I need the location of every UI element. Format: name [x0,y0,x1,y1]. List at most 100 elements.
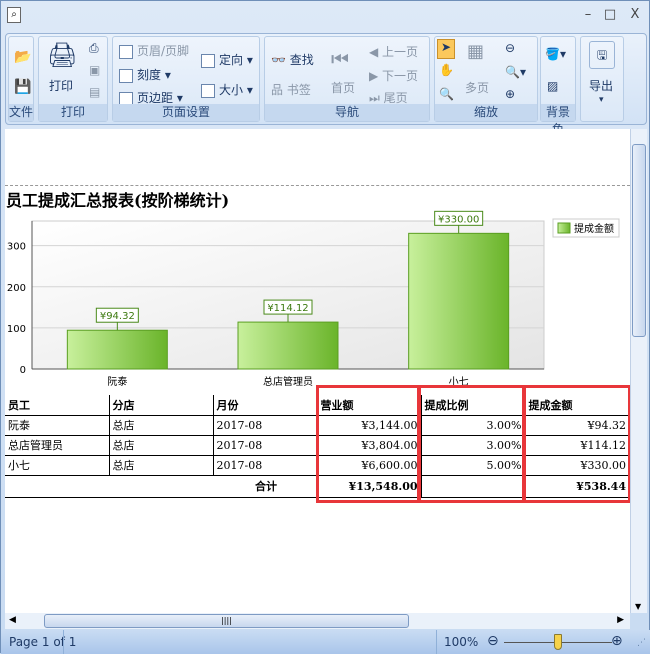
cell: 2017-08 [213,435,318,456]
maximize-button[interactable]: □ [603,7,617,22]
save-icon[interactable]: 💾 [14,79,32,95]
report-title: 员工提成汇总报表(按阶梯统计) [6,191,230,210]
group-navigation: 👓 查找 品 书签 ⏮ 首页 ◀ 上一页 ▶ 下一页 ⏭ 尾页 导航 [264,36,430,122]
zoom-out-icon[interactable]: ⊖ [505,41,516,55]
cell: 2017-08 [213,415,318,436]
zoom-out-button[interactable]: ⊖ [487,633,499,649]
first-page-button: 首页 [331,81,356,95]
cell: ¥3,144.00 [317,415,422,436]
report-table: 员工 分店 月份 营业额 提成比例 提成金额 阮泰 总店 2017-08 ¥3,144… [5,395,629,498]
data-label-box [95,307,139,323]
cell: ¥3,804.00 [317,435,422,456]
page-break-line [5,185,630,186]
bookmark-button: 品 书签 [271,83,311,97]
legend-label: 提成金额 [574,222,614,235]
y-tick-label: 300 [7,242,26,253]
cell: ¥114.12 [525,435,629,456]
scroll-right-arrow[interactable]: ▶ [617,615,624,625]
print-icon[interactable]: 🖨 [47,41,78,69]
scale-button[interactable]: 刻度 ▾ [119,66,171,83]
hand-tool-icon[interactable]: ✋ [439,63,454,77]
close-button[interactable]: X [630,7,640,22]
scroll-left-arrow[interactable]: ◀ [9,615,16,625]
zoom-slider-thumb[interactable] [554,634,562,650]
cell: ¥6,600.00 [317,455,422,476]
header-commission: 提成金额 [525,395,629,416]
page-indicator: Page 1 of 1 [9,635,77,649]
report-preview: 员工提成汇总报表(按阶梯统计) 0 100 200 300 ¥94.32 阮泰 ¥114.1… [5,129,630,613]
pointer-tool-icon[interactable]: ➤ [437,39,455,59]
group-label: 导航 [265,104,429,121]
cell: 小七 [5,455,110,476]
header-employee: 员工 [5,395,110,416]
total-commission: ¥538.44 [525,475,629,498]
horizontal-scroll-thumb[interactable]: |||| [44,614,409,628]
x-tick-label: 总店管理员 [263,375,313,388]
bar [66,329,168,370]
group-background: 🪣▾ ▨ 背景色 [540,36,576,136]
minimize-button[interactable]: – [584,7,592,22]
group-page-setup: 页眉/页脚 刻度 ▾ 页边距 ▾ 定向 ▾ 大小 ▾ 页面设置 [112,36,260,122]
title-bar: ⌕ – □ X [1,1,650,31]
print-button[interactable]: 打印 [49,79,74,93]
data-label: ¥330.00 [438,214,479,225]
legend-swatch [557,222,571,234]
last-page-button: ⏭ 尾页 [369,91,408,105]
watermark-icon[interactable]: ▨ [547,79,559,93]
size-button[interactable]: 大小 ▾ [201,81,253,98]
vertical-scrollbar[interactable]: ▼ [630,129,647,613]
highlight-box-revenue [316,385,420,503]
x-tick-label: 阮泰 [107,375,127,388]
cell: 总店 [109,415,214,436]
cell: 总店 [109,435,214,456]
zoom-in-button[interactable]: ⊕ [611,633,623,649]
app-icon: ⌕ [7,7,21,23]
export-icon[interactable]: 🖫 [589,41,615,69]
header-footer-icon [119,44,133,59]
size-icon [201,83,215,98]
group-label: 页面设置 [113,104,259,121]
header-branch: 分店 [109,395,214,416]
export-button[interactable]: 导出 [589,79,614,93]
status-spacer [63,630,437,654]
bar-chart: 0100200300¥94.32阮泰¥114.12总店管理员¥330.00小七提… [7,210,620,388]
orientation-button[interactable]: 定向 ▾ [201,51,253,68]
chevron-down-icon[interactable]: ▾ [599,95,604,105]
open-icon[interactable]: 📂 [14,49,32,65]
quick-print-icon[interactable]: ⎙ [89,41,99,55]
cell: ¥330.00 [525,455,629,476]
magnifier-tool-icon[interactable]: 🔍 [439,87,454,101]
resize-grip-icon[interactable]: ⋰ [637,638,646,648]
scroll-down-arrow[interactable]: ▼ [635,602,642,611]
margins-button[interactable]: 页边距 ▾ [119,89,183,106]
group-label: 打印 [39,104,107,121]
find-button[interactable]: 👓 查找 [271,53,314,67]
cell: 3.00% [421,435,526,456]
group-file: 📂 💾 文件 [8,36,34,122]
table-row: 总店管理员 总店 2017-08 ¥3,804.00 3.00% ¥114.12 [5,435,629,456]
ribbon: 📂 💾 文件 🖨 打印 ⎙ ▣ ▤ 打印 页眉/页脚 刻度 ▾ 页边距 ▾ 定向… [5,33,647,136]
y-tick-label: 200 [7,283,26,294]
header-rate: 提成比例 [421,395,526,416]
bar [408,232,510,370]
table-header: 员工 分店 月份 营业额 提成比例 提成金额 [5,395,629,416]
group-export[interactable]: 🖫 导出 ▾ [580,36,624,122]
next-page-button: ▶ 下一页 [369,69,419,83]
horizontal-scrollbar[interactable]: ◀ |||| ▶ [5,613,630,629]
cell: 2017-08 [213,455,318,476]
data-label: ¥94.32 [100,311,135,322]
fill-color-icon[interactable]: 🪣▾ [545,47,566,61]
group-label: 缩放 [435,104,537,121]
cell: 阮泰 [5,415,110,436]
zoom-in-icon[interactable]: ⊕ [505,87,516,101]
group-label: 背景色 [541,104,575,136]
bar [237,321,339,370]
vertical-scroll-thumb[interactable] [632,144,646,337]
data-label: ¥114.12 [267,303,308,314]
zoom-icon[interactable]: 🔍▾ [505,65,526,79]
status-bar: Page 1 of 1 100% ⊖ ⊕ ⋰ [1,630,650,654]
group-print: 🖨 打印 ⎙ ▣ ▤ 打印 [38,36,108,122]
cell: ¥94.32 [525,415,629,436]
multi-page-button: 多页 [465,81,490,95]
